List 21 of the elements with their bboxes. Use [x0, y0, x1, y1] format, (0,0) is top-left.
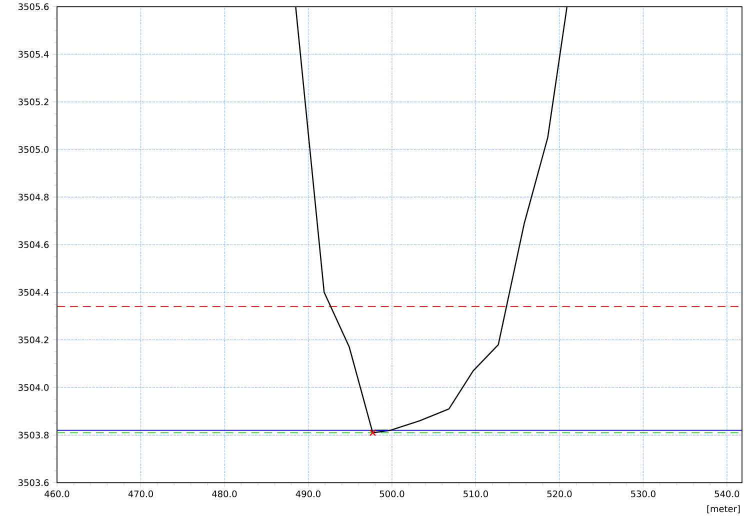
- x-tick-label: 470.0: [128, 490, 153, 498]
- x-axis-title: [meter]: [707, 505, 740, 514]
- y-tick-label: 3504.6: [18, 241, 49, 248]
- y-tick-label: 3505.6: [18, 3, 49, 10]
- y-tick-label: 3505.2: [18, 98, 48, 106]
- x-tick-label: 500.0: [380, 490, 404, 498]
- x-tick-label: 460.0: [44, 490, 70, 498]
- x-tick-label: 530.0: [631, 490, 656, 498]
- y-tick-label: 3503.8: [18, 432, 49, 439]
- x-tick-label: 480.0: [212, 490, 237, 498]
- y-tick-label: 3503.6: [18, 479, 49, 486]
- y-tick-label: 3504.0: [18, 384, 49, 392]
- y-tick-label: 3504.8: [18, 194, 49, 201]
- y-tick-label: 3505.4: [18, 51, 49, 58]
- y-tick-label: 3504.2: [18, 336, 48, 344]
- y-tick-label: 3505.0: [18, 146, 49, 154]
- y-tick-label: 3504.4: [18, 289, 49, 296]
- x-tick-label: 540.0: [714, 490, 740, 498]
- x-tick-label: 490.0: [296, 490, 320, 498]
- x-tick-label: 510.0: [464, 490, 488, 498]
- x-tick-label: 520.0: [547, 490, 572, 498]
